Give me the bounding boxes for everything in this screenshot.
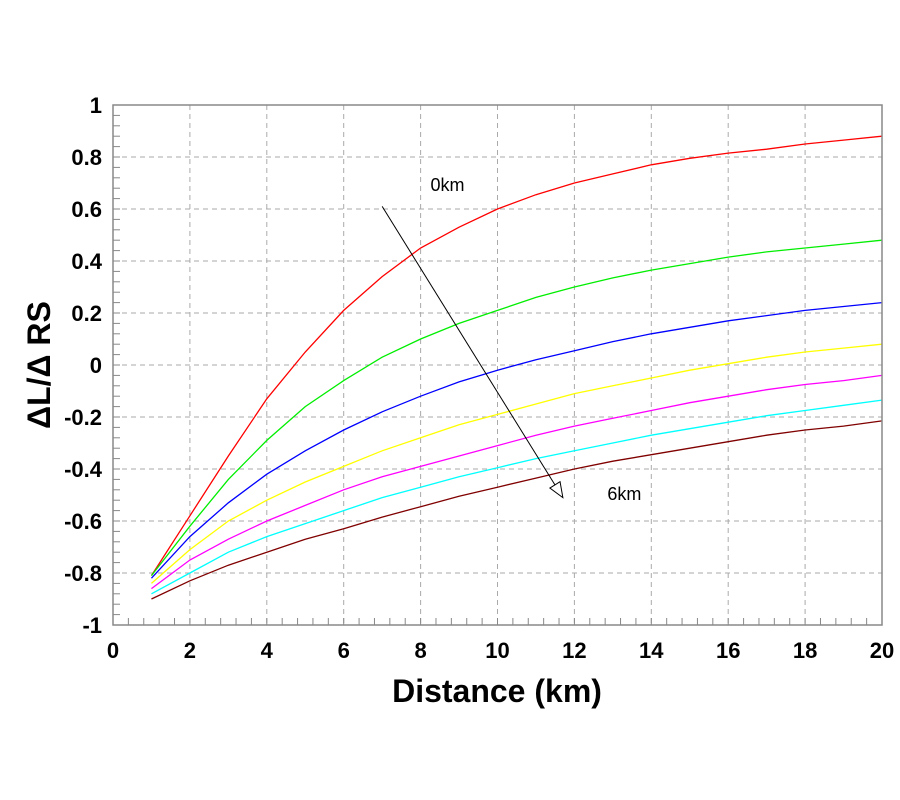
series-line-3km	[151, 343, 883, 584]
x-axis-label: Distance (km)	[392, 673, 602, 709]
y-tick-label: -0.2	[64, 405, 102, 430]
annotation-label: 0km	[431, 175, 465, 195]
x-tick-label: 6	[338, 638, 350, 663]
y-tick-labels: -1 -0.8 -0.6 -0.4 -0.2 0 0.2 0.4 0.6 0.8 1	[64, 93, 103, 638]
series-group	[150, 135, 883, 600]
annotations: 0km 6km	[381, 175, 641, 504]
x-tick-label: 8	[414, 638, 426, 663]
arrow-head	[548, 480, 564, 499]
series-line-4km	[151, 374, 883, 590]
y-tick-label: 0	[90, 353, 102, 378]
grid	[113, 105, 882, 625]
y-tick-label: -0.8	[64, 561, 102, 586]
y-tick-label: 0.8	[71, 145, 102, 170]
y-tick-label: -0.4	[64, 457, 103, 482]
y-tick-label: 1	[90, 93, 102, 118]
y-tick-label: -1	[82, 613, 102, 638]
x-tick-label: 12	[562, 638, 586, 663]
y-tick-label: -0.6	[64, 509, 102, 534]
annotation-label: 6km	[607, 484, 641, 504]
x-tick-label: 10	[485, 638, 509, 663]
series-line-6km	[151, 420, 883, 600]
x-tick-label: 20	[870, 638, 894, 663]
arrow-line	[381, 206, 556, 486]
y-axis-label: ΔL/Δ RS	[21, 301, 57, 429]
y-tick-label: 0.6	[71, 197, 102, 222]
x-tick-label: 16	[716, 638, 740, 663]
series-line-0km	[150, 135, 883, 576]
x-tick-label: 2	[184, 638, 196, 663]
x-tick-label: 0	[107, 638, 119, 663]
y-tick-label: 0.4	[71, 249, 102, 274]
series-line-2km	[150, 301, 883, 579]
x-tick-label: 18	[793, 638, 817, 663]
y-tick-label: 0.2	[71, 301, 102, 326]
x-tick-label: 14	[639, 638, 664, 663]
plot-frame	[112, 104, 883, 626]
series-line-5km	[151, 399, 883, 595]
x-tick-label: 4	[261, 638, 274, 663]
series-line-1km	[150, 239, 883, 576]
x-tick-labels: 0 2 4 6 8 10 12 14 16 18 20	[107, 638, 894, 663]
